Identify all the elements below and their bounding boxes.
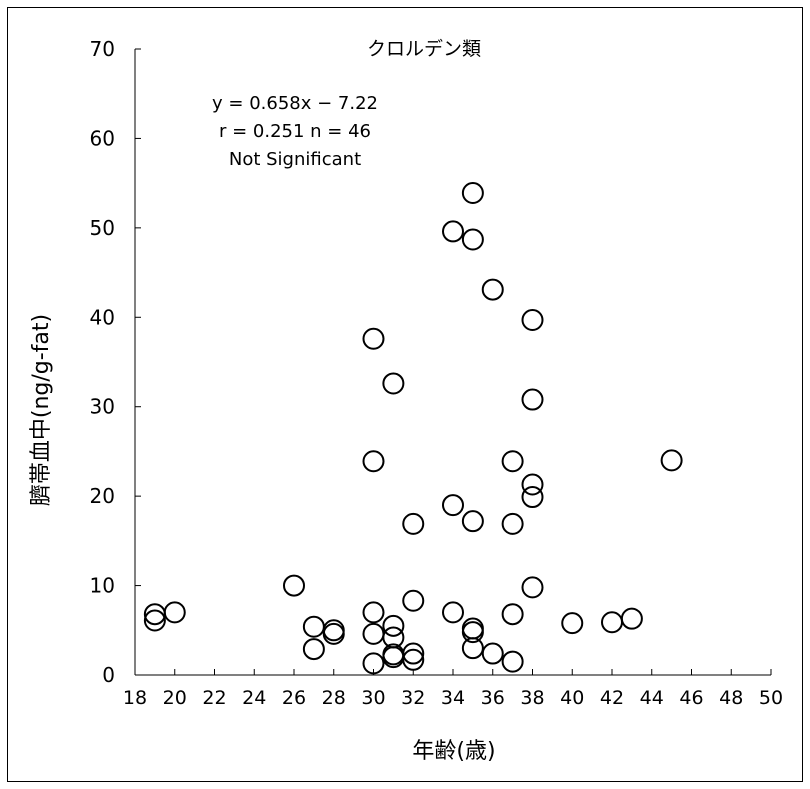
annotation-significance: Not Significant	[229, 149, 361, 170]
x-tick-label: 48	[719, 687, 743, 709]
data-point	[461, 637, 484, 660]
y-tick-label: 60	[90, 126, 115, 150]
x-tick-label: 18	[123, 687, 147, 709]
y-axis-label: 臍帯血中(ng/g-fat)	[29, 314, 54, 506]
x-tick-label: 42	[600, 687, 624, 709]
data-point	[442, 601, 464, 624]
data-point	[163, 601, 186, 624]
data-point	[302, 638, 325, 661]
data-point	[660, 449, 683, 472]
data-point	[521, 308, 544, 331]
y-ticks: 0 10 20 30 40 50 60 70	[90, 37, 141, 687]
annotation-correlation: r = 0.251 n = 46	[219, 121, 371, 142]
chart-frame: 0 10 20 30 40 50 60 70 18 20 22 24 26 28 30 32 34 36 38 40…	[7, 7, 803, 782]
data-point	[143, 609, 166, 632]
y-tick-label: 20	[90, 484, 115, 508]
data-point	[362, 327, 385, 350]
data-point	[521, 486, 544, 509]
data-point	[402, 589, 425, 612]
data-point	[501, 603, 524, 626]
x-tick-label: 50	[759, 687, 783, 709]
data-point	[362, 622, 385, 645]
data-point	[620, 607, 643, 630]
data-point	[601, 611, 623, 634]
annotation-equation: y = 0.658x − 7.22	[212, 93, 378, 114]
x-tick-label: 26	[282, 687, 306, 709]
data-point	[461, 228, 484, 251]
x-tick-label: 28	[322, 687, 346, 709]
data-point	[461, 181, 484, 204]
data-point	[521, 388, 544, 411]
data-point	[402, 642, 425, 665]
scatter-chart: 0 10 20 30 40 50 60 70 18 20 22 24 26 28 30 32 34 36 38 40…	[29, 37, 783, 764]
data-point	[402, 512, 425, 535]
data-point	[402, 648, 425, 671]
x-tick-label: 46	[679, 687, 703, 709]
data-point	[501, 450, 524, 473]
data-point	[501, 650, 524, 673]
data-point	[442, 494, 464, 517]
x-tick-label: 44	[640, 687, 664, 709]
x-ticks: 18 20 22 24 26 28 30 32 34 36 38 40 42 44 46 48 50	[123, 669, 783, 709]
x-tick-label: 30	[361, 687, 385, 709]
data-point	[461, 510, 484, 533]
data-point	[521, 576, 544, 599]
x-tick-label: 40	[560, 687, 584, 709]
x-axis-label: 年齢(歳)	[412, 739, 495, 764]
data-point	[442, 220, 464, 243]
x-tick-label: 32	[401, 687, 425, 709]
x-tick-label: 22	[202, 687, 226, 709]
data-point	[481, 278, 504, 301]
data-point	[322, 622, 345, 645]
chart-title: クロルデン類	[367, 38, 481, 60]
data-point	[283, 574, 305, 597]
data-point	[481, 642, 504, 665]
data-point	[382, 372, 405, 395]
data-point	[382, 614, 405, 637]
y-tick-label: 10	[90, 574, 115, 598]
axes	[134, 49, 771, 676]
data-point	[461, 621, 484, 644]
data-point	[521, 473, 544, 496]
y-tick-label: 70	[90, 37, 115, 61]
y-tick-label: 40	[90, 305, 115, 329]
y-tick-label: 0	[102, 663, 115, 687]
data-points	[143, 181, 683, 675]
data-point	[302, 615, 325, 638]
y-tick-label: 50	[90, 216, 115, 240]
x-tick-label: 38	[520, 687, 544, 709]
x-tick-label: 20	[163, 687, 187, 709]
data-point	[501, 512, 524, 535]
x-tick-label: 24	[242, 687, 266, 709]
data-point	[362, 652, 385, 675]
x-tick-label: 36	[481, 687, 505, 709]
x-tick-label: 34	[441, 687, 465, 709]
data-point	[362, 450, 385, 473]
data-point	[362, 601, 385, 624]
y-tick-label: 30	[90, 395, 115, 419]
data-point	[561, 612, 584, 635]
